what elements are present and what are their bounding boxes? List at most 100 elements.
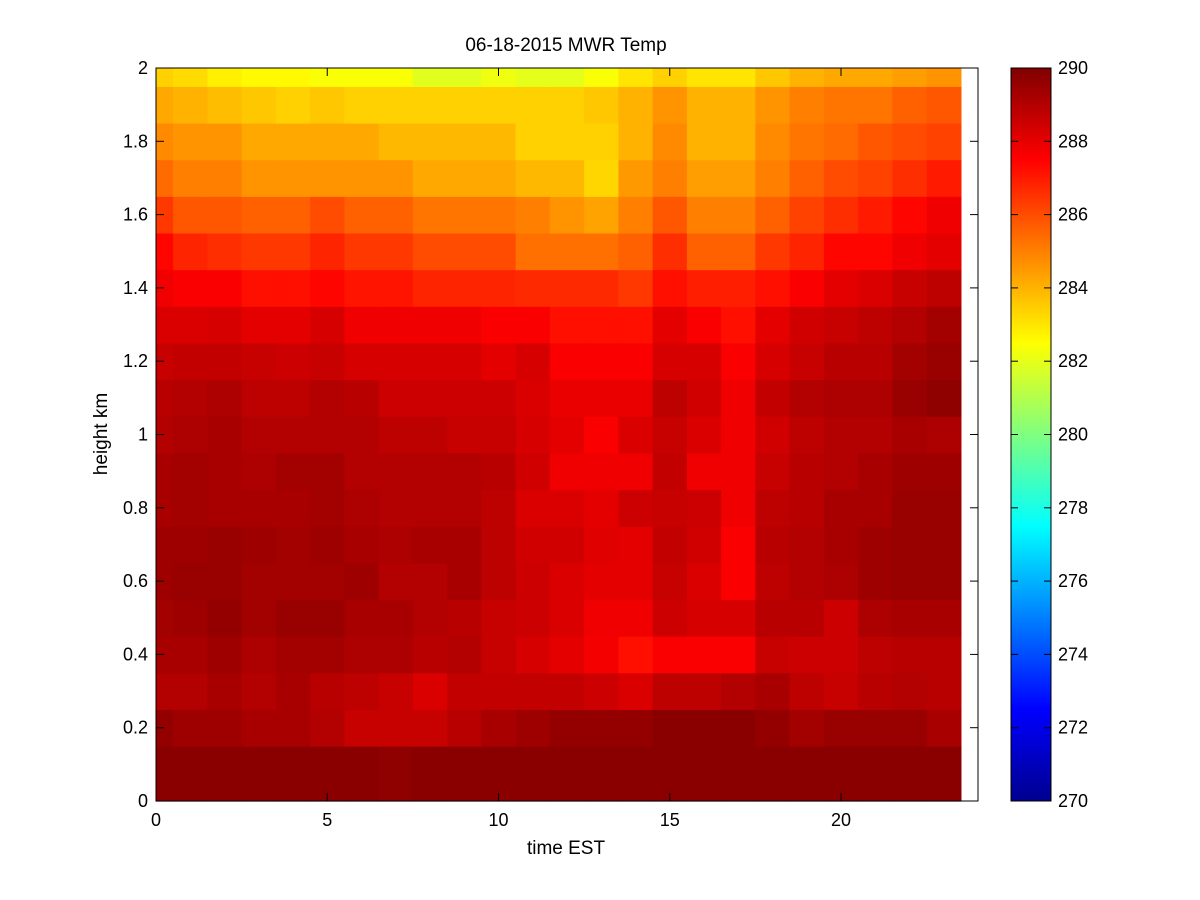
heatmap-cell (926, 452, 962, 491)
heatmap-cell (207, 562, 243, 601)
heatmap-cell (275, 269, 311, 307)
heatmap-cell (173, 636, 208, 674)
heatmap-cell (156, 306, 174, 344)
heatmap-cell (378, 379, 414, 417)
heatmap-cell (481, 526, 517, 564)
heatmap-cell (652, 232, 688, 271)
heatmap-cell (378, 599, 414, 637)
colorbar-tick-label: 286 (1058, 205, 1088, 225)
heatmap-cell (412, 709, 448, 747)
heatmap-cell (823, 562, 859, 601)
heatmap-cell (378, 269, 414, 307)
heatmap-cell (892, 452, 928, 491)
colorbar-tick-label: 282 (1058, 351, 1088, 371)
heatmap-cell (789, 122, 825, 161)
heatmap-cell (755, 599, 791, 637)
heatmap-cell (275, 599, 311, 637)
heatmap-cell (310, 306, 345, 344)
heatmap-cell (156, 746, 174, 802)
heatmap-cell (618, 196, 654, 234)
y-axis-label: height km (91, 393, 112, 475)
heatmap-cell (378, 709, 414, 747)
heatmap-cell (515, 306, 551, 344)
heatmap-cell (858, 452, 893, 491)
heatmap-cell (618, 526, 654, 564)
heatmap-cell (275, 68, 311, 87)
heatmap-cell (892, 68, 928, 87)
heatmap-cell (823, 232, 859, 271)
heatmap-cell (755, 269, 791, 307)
heatmap-cell (926, 562, 962, 601)
heatmap-cell (926, 159, 962, 197)
heatmap-cell (549, 709, 585, 747)
heatmap-cell (156, 232, 174, 271)
heatmap-cell (858, 672, 893, 710)
heatmap-cell (275, 379, 311, 417)
heatmap-cell (823, 599, 859, 637)
heatmap-cell (652, 452, 688, 491)
heatmap-cell (241, 489, 277, 527)
heatmap-cell (823, 379, 859, 417)
heatmap-cell (412, 68, 448, 87)
heatmap-cell (447, 562, 482, 601)
heatmap-cell (378, 306, 414, 344)
heatmap-cell (447, 306, 482, 344)
heatmap-cell (378, 159, 414, 197)
heatmap-cell (652, 159, 688, 197)
heatmap-cell (721, 196, 756, 234)
heatmap-cell (515, 196, 551, 234)
heatmap-cell (823, 86, 859, 124)
colorbar-tick-label: 288 (1058, 131, 1088, 151)
heatmap-cell (686, 709, 722, 747)
heatmap-cell (412, 196, 448, 234)
heatmap-cell (584, 709, 619, 747)
heatmap-cell (789, 562, 825, 601)
heatmap-cell (447, 746, 482, 802)
heatmap-cell (481, 232, 517, 271)
heatmap-cell (549, 526, 585, 564)
heatmap-cell (378, 526, 414, 564)
heatmap-cell (721, 416, 756, 454)
heatmap-cell (275, 636, 311, 674)
heatmap-cell (858, 269, 893, 307)
heatmap-cell (344, 159, 380, 197)
heatmap-cell (858, 342, 893, 381)
x-tick-label: 10 (488, 810, 508, 830)
heatmap-cell (241, 159, 277, 197)
heatmap-cell (481, 489, 517, 527)
heatmap-cell (892, 489, 928, 527)
heatmap-cell (789, 196, 825, 234)
heatmap-cell (618, 746, 654, 802)
x-axis-label: time EST (527, 838, 606, 859)
heatmap-cell (686, 489, 722, 527)
y-tick-label: 0.4 (123, 644, 148, 664)
heatmap-cell (412, 526, 448, 564)
heatmap-cell (652, 562, 688, 601)
heatmap-cell (207, 232, 243, 271)
x-axis-ticks: 0 5 10 15 20 (151, 68, 851, 830)
heatmap-cell (378, 636, 414, 674)
heatmap-cell (481, 599, 517, 637)
heatmap-cell (275, 86, 311, 124)
heatmap-cell (892, 672, 928, 710)
heatmap-cell (344, 672, 380, 710)
heatmap-cell (275, 562, 311, 601)
heatmap-cell (447, 122, 482, 161)
heatmap-cell (926, 746, 962, 802)
heatmap-cell (481, 122, 517, 161)
heatmap-cell (310, 416, 345, 454)
heatmap-cell (686, 379, 722, 417)
heatmap-cell (515, 562, 551, 601)
heatmap-cell (584, 672, 619, 710)
y-tick-label: 0.8 (123, 498, 148, 518)
heatmap-cell (858, 122, 893, 161)
colorbar-tick-label: 276 (1058, 571, 1088, 591)
y-tick-label: 1 (138, 425, 148, 445)
heatmap-cell (892, 562, 928, 601)
heatmap-cell (481, 379, 517, 417)
heatmap-cell (584, 86, 619, 124)
heatmap-cell (858, 68, 893, 87)
heatmap-cell (618, 672, 654, 710)
heatmap-cell (755, 159, 791, 197)
heatmap-cell (173, 746, 208, 802)
